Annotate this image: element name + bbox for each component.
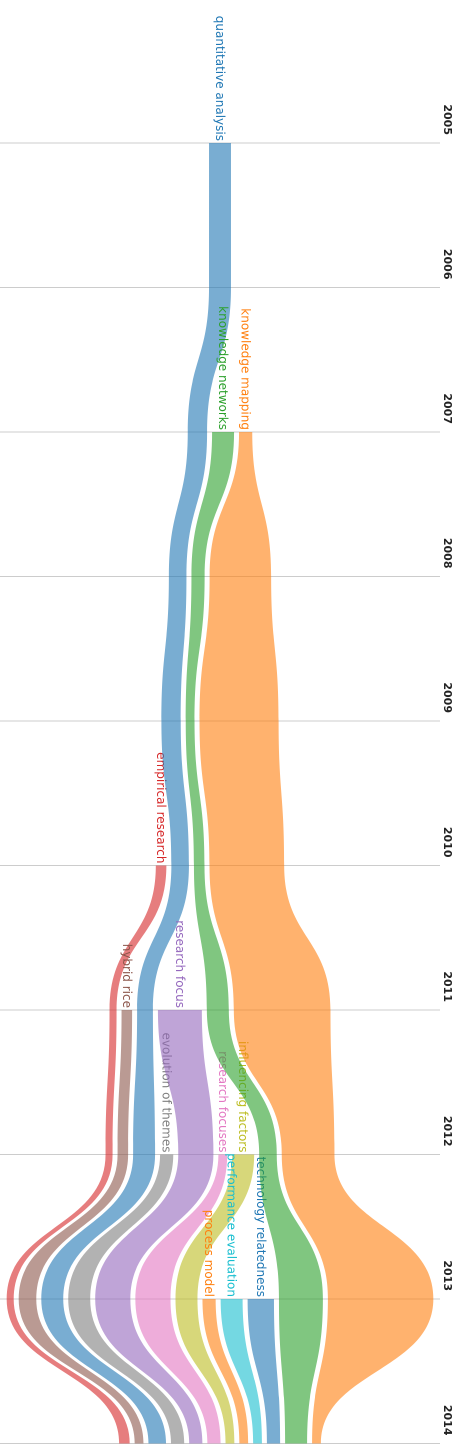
stream	[247, 1299, 281, 1444]
stream	[6, 865, 167, 1444]
year-label: 2009	[441, 682, 454, 713]
year-label: 2012	[441, 1116, 454, 1147]
series-label: knowledge mapping	[239, 308, 253, 430]
stream	[220, 1299, 262, 1444]
year-label: 2010	[441, 827, 454, 858]
stream	[202, 1299, 249, 1444]
year-label: 2011	[441, 971, 454, 1002]
series-label: performance evaluation	[225, 1153, 239, 1297]
series-label: hybrid rice	[120, 944, 134, 1008]
year-label: 2008	[441, 538, 454, 569]
series-label: research focuses	[216, 1051, 230, 1152]
series-label: empirical research	[154, 752, 168, 863]
stream	[95, 1010, 214, 1444]
stream	[135, 1154, 228, 1444]
stream	[175, 1154, 255, 1444]
series-label: research focus	[173, 920, 187, 1008]
stream	[18, 1010, 144, 1444]
year-label: 2005	[441, 104, 454, 135]
year-label: 2014	[441, 1405, 454, 1436]
stream	[185, 432, 323, 1444]
year-label: 2006	[441, 249, 454, 280]
series-label: quantitative analysis	[213, 16, 227, 141]
stream	[41, 143, 231, 1444]
stream	[199, 432, 434, 1444]
series-label: process model	[202, 1210, 216, 1297]
year-label: 2013	[441, 1260, 454, 1291]
series-label: knowledge networks	[216, 306, 230, 430]
year-label: 2007	[441, 393, 454, 424]
stream	[68, 1154, 185, 1444]
